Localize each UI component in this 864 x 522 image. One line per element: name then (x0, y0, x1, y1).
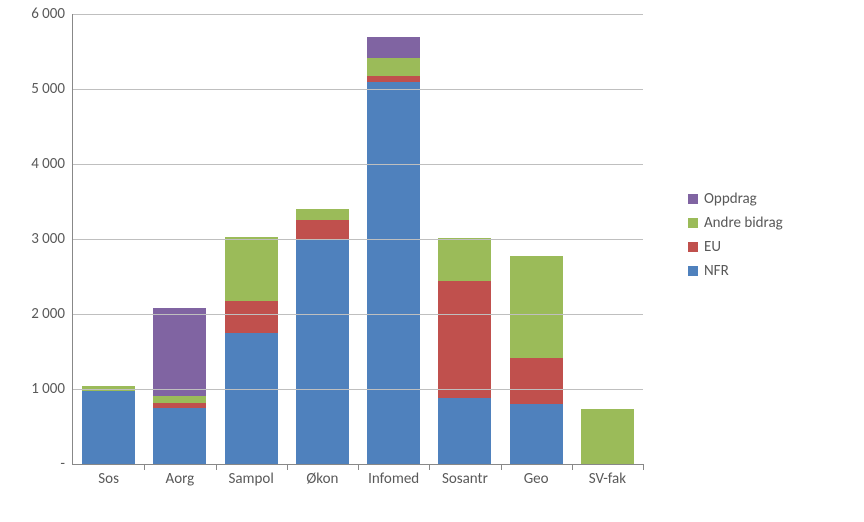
bar-segment-nfr (510, 404, 563, 464)
legend-swatch-icon (688, 242, 698, 252)
y-tick-label: 6 000 (31, 5, 73, 23)
y-tick-label: - (60, 455, 73, 473)
chart-container: - 1 000 2 000 3 000 4 000 5 000 6 000 Sos Aorg Sa… (0, 0, 864, 522)
x-tick-label: Sos (98, 464, 119, 488)
x-tick-mark (144, 464, 145, 470)
bar-segment-andre (581, 409, 634, 465)
legend-label: EU (704, 238, 721, 256)
bar-segment-eu (225, 301, 278, 333)
gridline (73, 164, 643, 165)
legend-item-nfr: NFR (688, 262, 783, 280)
bar-segment-eu (510, 358, 563, 405)
bar-segment-nfr (367, 82, 420, 465)
y-tick-label: 2 000 (31, 305, 73, 323)
bar-segment-andre (510, 256, 563, 357)
y-tick-label: 4 000 (31, 155, 73, 173)
legend-item-oppdrag: Oppdrag (688, 190, 783, 208)
x-tick-mark (501, 464, 502, 470)
x-tick-label: Sosantr (442, 464, 488, 488)
x-tick-label: Økon (306, 464, 338, 488)
legend-label: Oppdrag (704, 190, 757, 208)
gridline (73, 389, 643, 390)
legend-label: Andre bidrag (704, 214, 783, 232)
x-tick-mark (572, 464, 573, 470)
bar-segment-andre (153, 396, 206, 404)
bar-segment-andre (438, 238, 491, 281)
y-tick-label: 3 000 (31, 230, 73, 248)
x-tick-label: Sampol (228, 464, 273, 488)
x-tick-mark (429, 464, 430, 470)
gridline (73, 14, 643, 15)
legend-swatch-icon (688, 194, 698, 204)
gridline (73, 314, 643, 315)
legend-item-eu: EU (688, 238, 783, 256)
bar-segment-andre (225, 237, 278, 302)
legend: Oppdrag Andre bidrag EU NFR (688, 190, 783, 280)
bar-segment-eu (438, 281, 491, 398)
bar-segment-oppdrag (367, 37, 420, 57)
x-tick-label: Aorg (166, 464, 195, 488)
x-tick-label: SV-fak (589, 464, 626, 488)
bar-segment-eu (296, 220, 349, 239)
bar-segment-nfr (153, 408, 206, 464)
x-tick-mark (643, 464, 644, 470)
legend-swatch-icon (688, 218, 698, 228)
y-tick-label: 1 000 (31, 380, 73, 398)
bar-segment-andre (367, 58, 420, 76)
x-tick-mark (216, 464, 217, 470)
legend-swatch-icon (688, 266, 698, 276)
bar-segment-nfr (296, 239, 349, 464)
legend-item-andre: Andre bidrag (688, 214, 783, 232)
plot-area: -1 0002 0003 0004 0005 0006 000SosAorgSa… (72, 14, 643, 465)
y-tick-label: 5 000 (31, 80, 73, 98)
bar-segment-nfr (225, 333, 278, 464)
gridline (73, 89, 643, 90)
gridline (73, 239, 643, 240)
bar-segment-oppdrag (153, 308, 206, 396)
x-tick-label: Infomed (368, 464, 419, 488)
bar-segment-nfr (438, 398, 491, 464)
x-tick-label: Geo (524, 464, 549, 488)
x-tick-mark (287, 464, 288, 470)
legend-label: NFR (704, 262, 729, 280)
bar-segment-andre (296, 209, 349, 220)
bar-segment-nfr (82, 391, 135, 464)
x-tick-mark (358, 464, 359, 470)
